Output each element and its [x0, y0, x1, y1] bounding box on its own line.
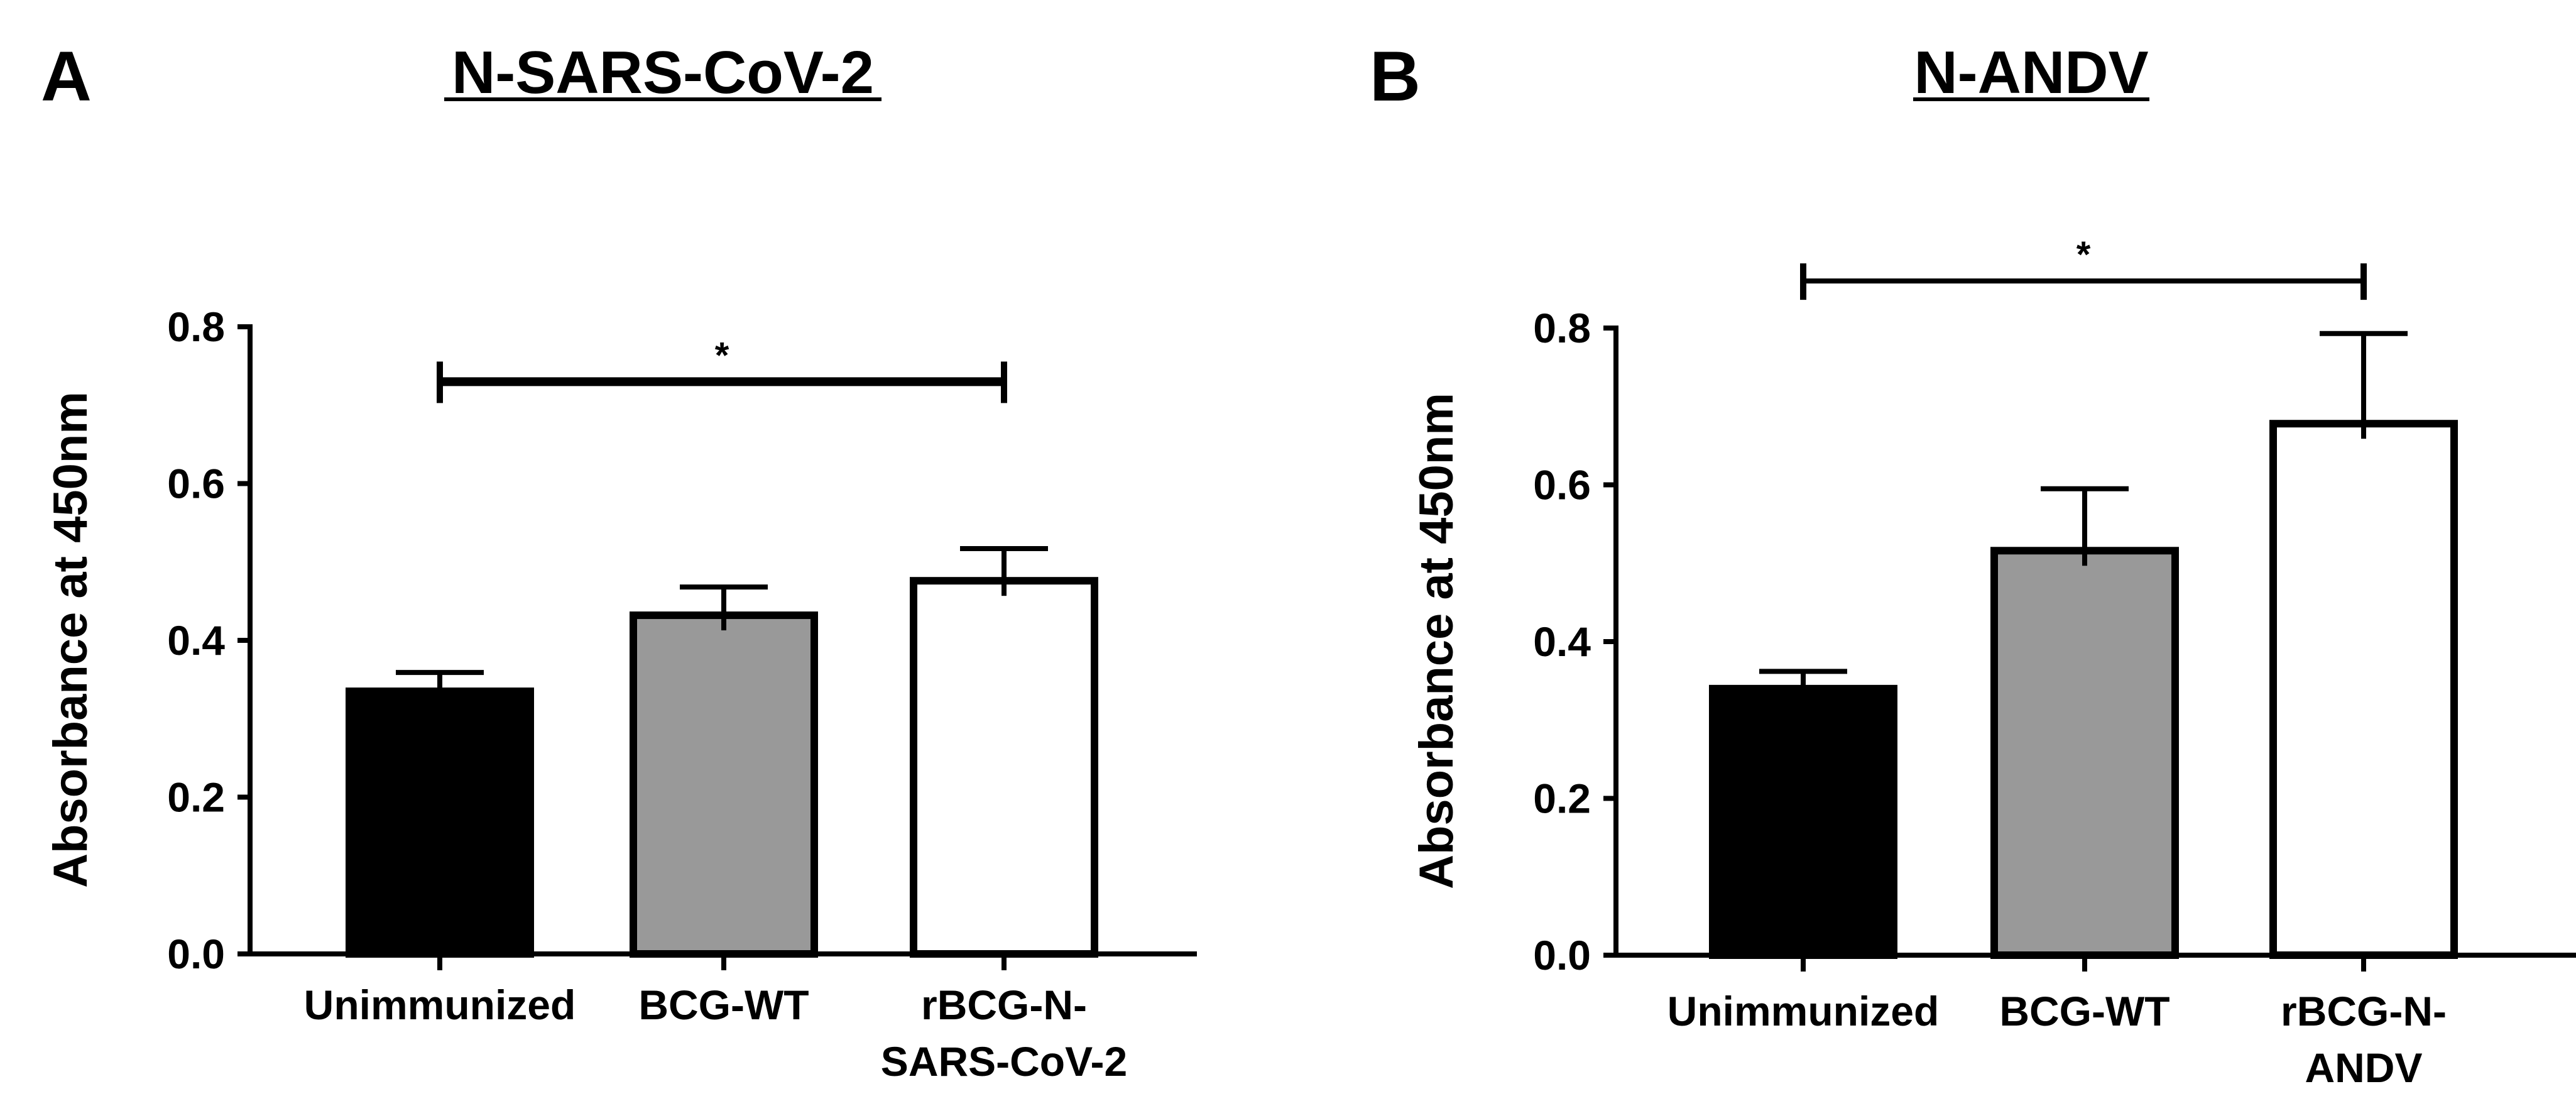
x-tick-label-line2: SARS-CoV-2: [881, 1038, 1127, 1085]
significance-label: *: [715, 335, 729, 376]
panel-letter: B: [1370, 37, 1421, 116]
x-tick-label-line2: ANDV: [2305, 1044, 2422, 1091]
y-axis-title: Absorbance at 450nm: [44, 391, 97, 888]
x-tick-label: Unimmunized: [1667, 988, 1940, 1034]
y-tick-label: 0.4: [1533, 618, 1591, 665]
x-tick-label: Unimmunized: [304, 982, 576, 1028]
y-axis-title: Absorbance at 450nm: [1410, 393, 1463, 889]
significance-label: *: [2077, 234, 2091, 275]
bar: [346, 687, 534, 958]
y-tick-label: 0.4: [167, 617, 225, 664]
y-tick-label: 0.2: [1533, 775, 1591, 822]
x-tick-label: rBCG-N-: [921, 982, 1087, 1028]
x-tick-label: BCG-WT: [638, 982, 809, 1028]
y-tick-label: 0.6: [167, 461, 225, 507]
bar: [2269, 420, 2458, 959]
bar: [630, 611, 818, 958]
y-tick-label: 0.6: [1533, 462, 1591, 508]
chart-panel-b: B N-ANDV Absorbance at 450nm 0.0 0.2 0.4 0.6 0.…: [1370, 37, 2576, 1091]
bar: [1990, 547, 2179, 959]
y-tick-label: 0.8: [1533, 305, 1591, 351]
x-tick-label: BCG-WT: [1999, 988, 2169, 1034]
chart-panel-a: A N-SARS-CoV-2 Absorbance at 450nm 0.0 0.2 0.…: [41, 37, 1197, 1085]
panel-letter: A: [41, 37, 92, 116]
x-tick-label: rBCG-N-: [2281, 988, 2447, 1034]
bar: [1709, 684, 1897, 959]
chart-title: N-SARS-CoV-2: [452, 39, 874, 106]
y-tick-label: 0.2: [167, 774, 225, 821]
chart-title: N-ANDV: [1914, 39, 2148, 106]
bar: [910, 577, 1098, 958]
y-tick-label: 0.8: [167, 304, 225, 350]
y-tick-label: 0.0: [167, 931, 225, 977]
y-tick-label: 0.0: [1533, 932, 1591, 978]
